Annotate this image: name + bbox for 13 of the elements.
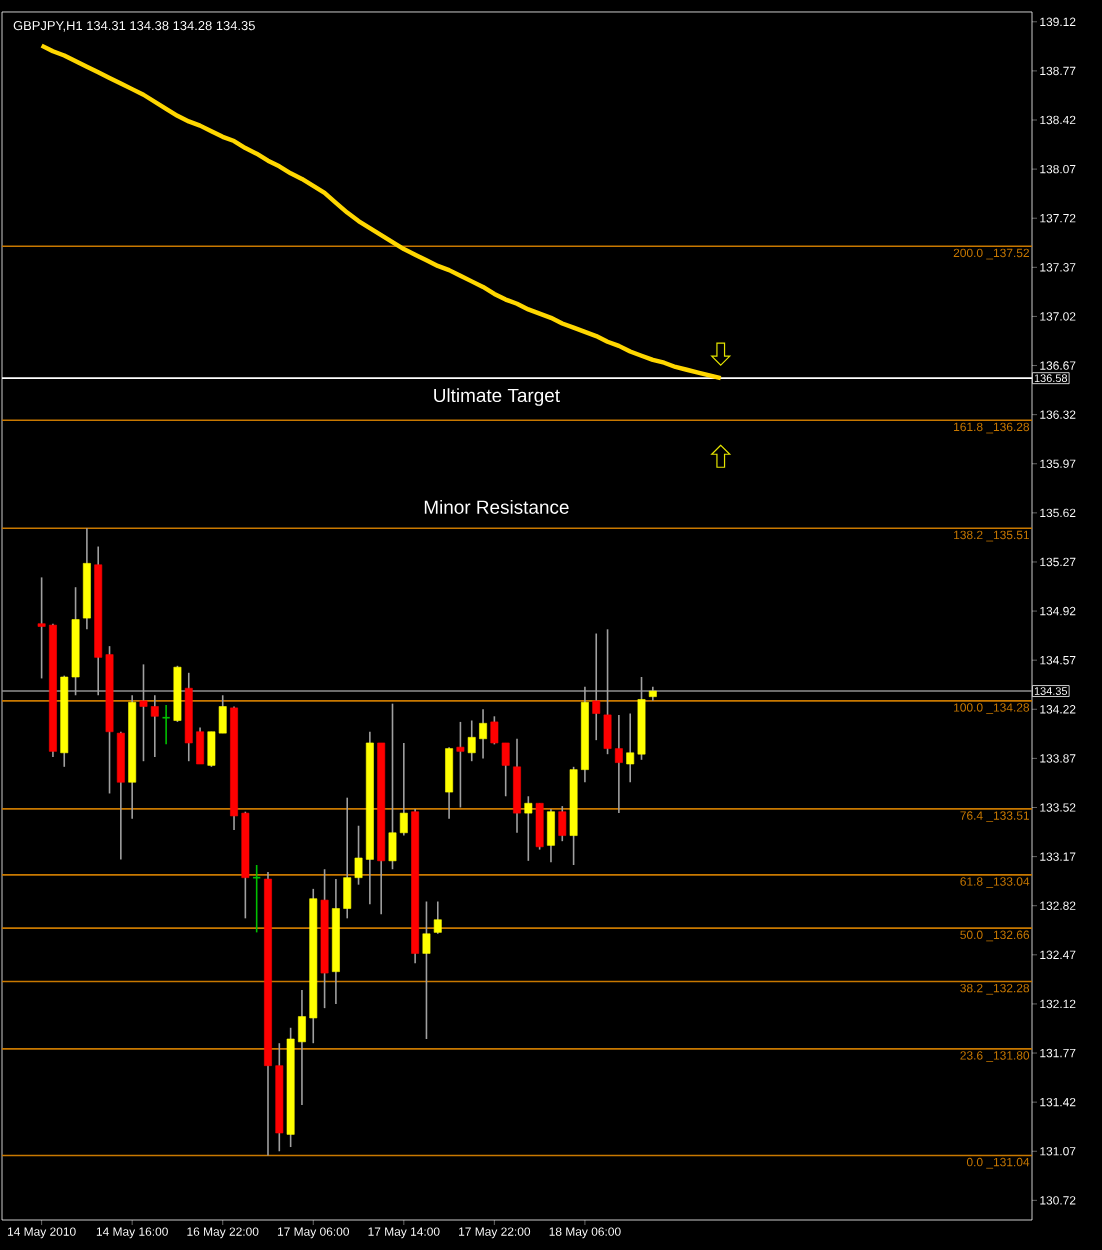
candlestick: [558, 805, 567, 842]
candlestick: [592, 632, 601, 741]
candlestick: [547, 808, 555, 864]
annotation: Minor Resistance: [424, 499, 569, 514]
annotation: Ultimate Target: [434, 388, 560, 406]
candlestick: [524, 795, 533, 862]
candlestick: [445, 746, 454, 820]
candlestick: [422, 900, 431, 1040]
candlestick: [456, 721, 465, 809]
candlestick: [161, 704, 171, 746]
candlestick: [513, 737, 521, 834]
candlestick: [433, 900, 442, 935]
candlestick: [535, 802, 544, 851]
